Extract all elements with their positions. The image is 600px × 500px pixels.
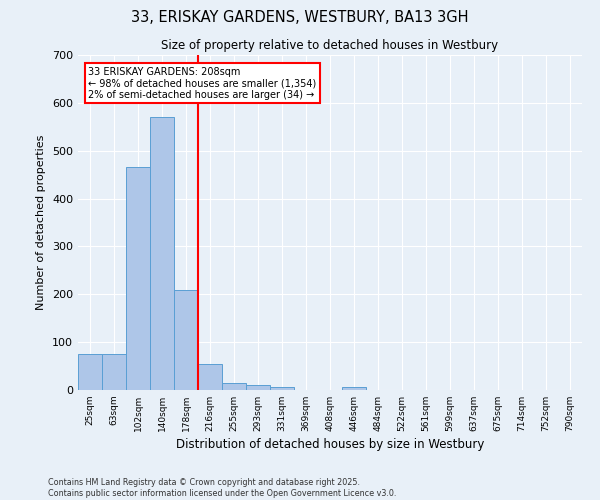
Y-axis label: Number of detached properties: Number of detached properties [37, 135, 46, 310]
Text: Contains HM Land Registry data © Crown copyright and database right 2025.
Contai: Contains HM Land Registry data © Crown c… [48, 478, 397, 498]
Bar [126, 168, 150, 390]
Bar [270, 386, 294, 390]
Bar [198, 364, 222, 390]
Bar [78, 354, 102, 390]
Bar [174, 290, 198, 390]
X-axis label: Distribution of detached houses by size in Westbury: Distribution of detached houses by size … [176, 438, 484, 451]
Bar [222, 383, 246, 390]
Text: 33, ERISKAY GARDENS, WESTBURY, BA13 3GH: 33, ERISKAY GARDENS, WESTBURY, BA13 3GH [131, 10, 469, 25]
Bar [150, 117, 174, 390]
Title: Size of property relative to detached houses in Westbury: Size of property relative to detached ho… [161, 40, 499, 52]
Bar [246, 385, 270, 390]
Text: 33 ERISKAY GARDENS: 208sqm
← 98% of detached houses are smaller (1,354)
2% of se: 33 ERISKAY GARDENS: 208sqm ← 98% of deta… [88, 66, 316, 100]
Bar [102, 354, 126, 390]
Bar [342, 386, 366, 390]
